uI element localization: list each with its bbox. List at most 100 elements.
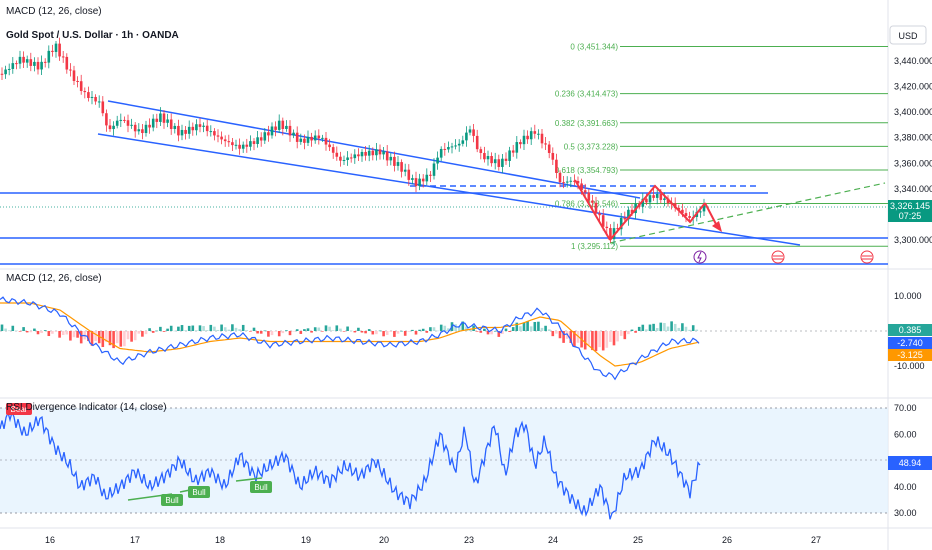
macd-hist-bar [594,331,598,352]
candle-body [443,148,447,150]
macd-hist-bar [223,327,227,331]
macd-hist-bar [529,326,533,331]
macd-hist-bar [292,331,295,332]
macd-hist-bar [688,329,691,331]
price-tick: 3,440.000 [894,56,932,66]
candle-body [533,131,537,134]
time-label: 19 [301,535,311,545]
currency-button[interactable] [889,25,927,45]
candle-body [101,101,105,114]
macd-tick: -10.000 [894,361,925,371]
macd-hist-bar [364,331,367,334]
candle-body [346,157,349,161]
macd-hist-bar [270,331,274,336]
macd-hist-bar [555,331,558,334]
candle-body [522,135,526,145]
candle-body [169,119,173,129]
candle-body [339,156,342,161]
candle-body [87,92,90,98]
macd-hist-bar [216,329,220,331]
candle-body [436,157,439,164]
macd-hist-bar [418,329,421,331]
candle-body [573,180,576,182]
macd-hist-bar [619,331,623,336]
rsi-tick: 40.00 [894,482,917,492]
candle-body [576,180,580,184]
candle-body [519,142,522,145]
macd-hist-bar [457,325,461,331]
candle-body [126,120,130,126]
candle-body [562,182,565,184]
macd-hist-bar [562,331,565,343]
macd-hist-bar [94,331,97,342]
candle-body [47,50,51,63]
macd-hist-bar [468,329,472,331]
macd-hist-bar [648,324,652,331]
macd-hist-bar [97,331,101,344]
macd-hist-bar [583,331,587,350]
macd-hist-bar [465,326,468,331]
candle-body [11,63,15,69]
candle-body [601,215,605,227]
macd-hist-bar [436,330,439,332]
candle-body [403,169,407,172]
candle-body [594,202,598,214]
macd-hist-bar [234,327,238,331]
us-flag-icon[interactable] [771,250,785,264]
candle-body [591,200,594,203]
macd-hist-bar [141,331,144,337]
macd-hist-bar [33,328,36,331]
macd-hist-bar [313,327,317,331]
rsi-tick: 70.00 [894,403,917,413]
candle-body [76,80,79,82]
candle-body [187,126,191,134]
candle-body [292,132,295,136]
macd-hist-bar [497,331,501,337]
macd-hist-bar [58,331,61,338]
macd-hist-bar [475,331,479,332]
rsi-value: 48.94 [899,458,922,468]
candle-body [421,178,425,182]
bull-label: Bull [254,483,268,492]
macd-hist-bar [288,331,292,336]
rsi-line [0,410,701,520]
time-label: 26 [722,535,732,545]
candle-body [256,137,259,144]
candle-body [148,124,151,128]
macd-hist-bar [112,331,115,349]
rsi-tick: 30.00 [894,508,917,518]
time-label: 24 [548,535,558,545]
macd-hist-bar [209,324,213,331]
macd-tick: 10.000 [894,291,922,301]
price-tick: 3,360.000 [894,158,932,168]
candle-body [367,150,371,156]
macd-hist-bar [173,330,177,332]
candle-body [497,159,501,167]
rsi-tick: 60.00 [894,429,917,439]
macd-hist-bar [180,325,184,331]
candle-body [223,139,227,142]
lightning-icon[interactable] [693,250,707,264]
macd-hist-bar [623,331,627,340]
candle-body [475,135,479,150]
candle-body [583,190,587,193]
macd-hist-bar [198,325,202,331]
candle-body [551,152,555,160]
macd-hist-bar [684,326,688,331]
time-axis: 16 17 18 19 20 23 24 25 26 27 [45,535,821,545]
us-flag-icon[interactable] [860,250,874,264]
time-label: 23 [464,535,474,545]
macd-hist-bar [54,331,58,332]
macd-hist-bar [15,330,18,332]
candle-body [580,183,583,191]
macd-hist-bar [432,327,436,331]
bull-label-bg [161,494,183,506]
macd-hist-bar [310,331,313,333]
macd-hist-bar [220,324,223,331]
candle-body [198,124,202,127]
label-bear: Bear [6,403,32,415]
candle-body [155,118,159,122]
candle-body [663,198,666,200]
macd-hist-bar [612,331,616,346]
macd-hist-bar [645,329,648,331]
